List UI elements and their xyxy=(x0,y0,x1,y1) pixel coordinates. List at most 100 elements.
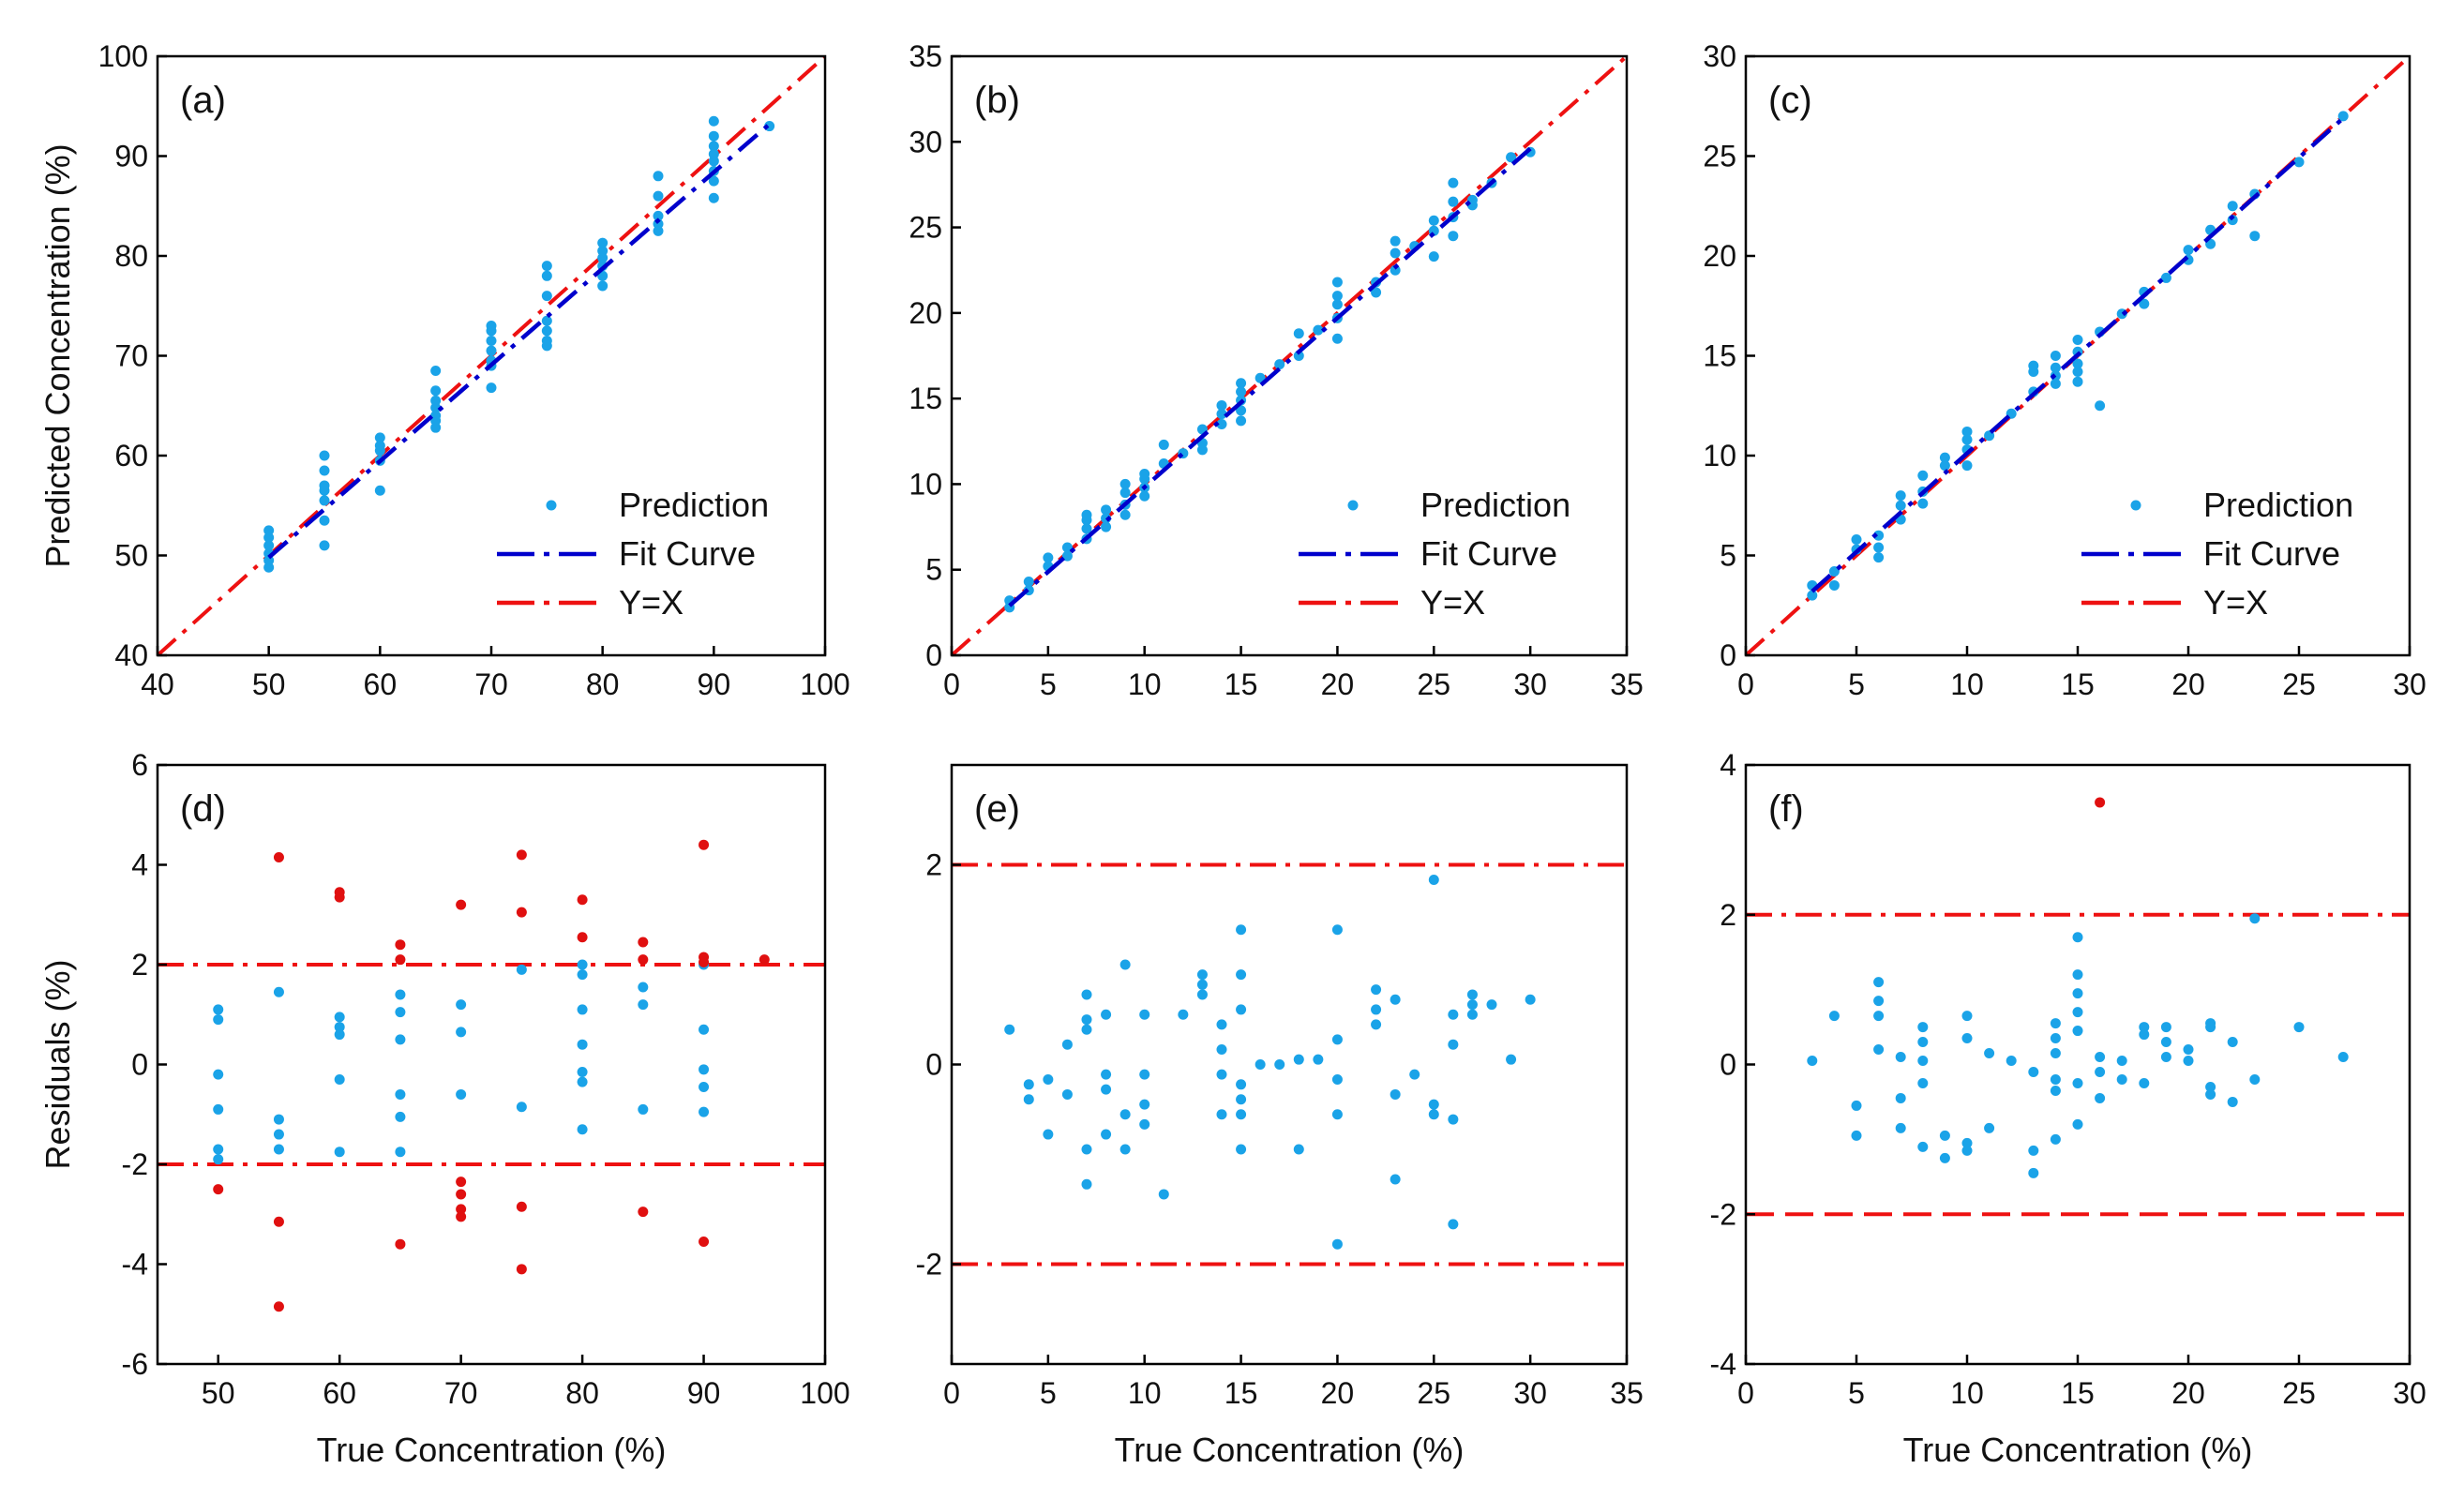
data-point xyxy=(2072,358,2083,369)
data-point xyxy=(541,325,552,337)
data-point xyxy=(1486,999,1497,1011)
data-point xyxy=(1331,299,1343,310)
data-point xyxy=(699,1106,710,1117)
data-point xyxy=(1274,359,1285,370)
outlier-points xyxy=(213,839,770,1312)
data-point xyxy=(2293,157,2305,168)
data-point xyxy=(699,1081,710,1092)
axes-frame xyxy=(156,763,827,1366)
x-tick-label: 50 xyxy=(202,1376,235,1410)
data-point xyxy=(334,1012,345,1023)
data-point xyxy=(1119,509,1131,520)
data-point xyxy=(1807,1056,1818,1067)
data-point xyxy=(213,1004,224,1015)
data-point xyxy=(2028,1167,2039,1178)
data-point xyxy=(456,1027,467,1038)
data-point xyxy=(708,192,719,203)
data-point xyxy=(1236,924,1247,936)
y-tick-label: 0 xyxy=(131,1048,148,1082)
y-tick-label: -2 xyxy=(122,1147,148,1181)
data-point xyxy=(597,246,608,257)
prediction-points xyxy=(1004,874,1536,1250)
data-point xyxy=(708,175,719,187)
data-point xyxy=(395,1007,406,1018)
panel-d: 50 60 70 80 90 100 -6 -4 -2 0 2 4 6 (d) True Concentra… xyxy=(38,748,850,1469)
legend-yx-label: Y=X xyxy=(619,583,684,622)
y-tick-label: -4 xyxy=(1710,1347,1736,1381)
data-point xyxy=(541,270,552,281)
data-point xyxy=(577,1039,588,1050)
data-point xyxy=(334,1147,345,1158)
data-point xyxy=(1023,1094,1034,1105)
data-point xyxy=(1331,1238,1343,1250)
outlier-point xyxy=(699,839,710,850)
data-point xyxy=(2028,1066,2039,1077)
data-point xyxy=(1331,1034,1343,1045)
legend-fit-label: Fit Curve xyxy=(619,534,756,573)
y-tick-label: 90 xyxy=(114,140,148,173)
data-point xyxy=(334,1029,345,1041)
data-point xyxy=(1448,196,1459,207)
legend-yx-label: Y=X xyxy=(2203,583,2268,622)
x-tick-label: 80 xyxy=(565,1376,599,1410)
data-point xyxy=(1216,1109,1227,1120)
x-tick-label: 20 xyxy=(2171,667,2205,701)
axes-frame xyxy=(950,763,1629,1366)
data-point xyxy=(1961,434,1973,445)
outlier-point xyxy=(395,954,406,966)
legend-prediction-marker xyxy=(1347,500,1359,511)
x-tick-label: 20 xyxy=(1321,1376,1355,1410)
data-point xyxy=(2139,1077,2150,1088)
panel-label: (c) xyxy=(1768,80,1812,121)
data-point xyxy=(2205,1088,2216,1100)
data-point xyxy=(1873,552,1885,563)
data-point xyxy=(708,130,719,142)
data-point xyxy=(1448,1114,1459,1125)
x-tick-label: 35 xyxy=(1610,1376,1644,1410)
data-point xyxy=(1081,1014,1092,1026)
data-point xyxy=(1101,521,1112,532)
data-point xyxy=(2050,1133,2061,1145)
data-point xyxy=(213,1069,224,1080)
x-tick-label: 100 xyxy=(800,667,849,701)
outlier-point xyxy=(456,1204,467,1215)
data-point xyxy=(1293,1054,1304,1065)
data-point xyxy=(1236,1079,1247,1090)
y-tick-label: 80 xyxy=(114,239,148,273)
fit-curve-line xyxy=(1810,116,2345,593)
outlier-point xyxy=(456,899,467,910)
fit-curve-line xyxy=(1008,146,1532,607)
y-tick-label: -2 xyxy=(1710,1197,1736,1231)
y-tick-label: 100 xyxy=(98,39,148,73)
x-tick-label: 25 xyxy=(1417,667,1450,701)
data-point xyxy=(2072,1007,2083,1018)
data-point xyxy=(577,959,588,970)
prediction-points xyxy=(1807,913,2349,1178)
data-point xyxy=(319,515,330,526)
data-point xyxy=(2205,1081,2216,1092)
data-point xyxy=(1939,460,1950,472)
y-tick-label: 10 xyxy=(909,467,942,501)
outlier-point xyxy=(516,907,527,918)
data-point xyxy=(1961,1137,1973,1148)
data-point xyxy=(1939,452,1950,463)
legend-prediction-label: Prediction xyxy=(1420,486,1570,524)
outlier-point xyxy=(2095,797,2106,808)
legend: Prediction Fit Curve Y=X xyxy=(497,486,769,622)
prediction-points xyxy=(263,115,775,573)
outlier-point xyxy=(577,894,588,906)
x-tick-label: 40 xyxy=(141,667,174,701)
x-tick-label: 0 xyxy=(1737,667,1754,701)
data-point xyxy=(1917,470,1929,481)
data-point xyxy=(2050,362,2061,373)
data-point xyxy=(1917,1077,1929,1088)
data-point xyxy=(1236,1004,1247,1015)
data-point xyxy=(638,999,649,1011)
data-point xyxy=(319,495,330,506)
data-point xyxy=(319,465,330,476)
y-tick-label: 4 xyxy=(131,848,148,882)
axes-frame xyxy=(950,54,1629,657)
data-point xyxy=(319,480,330,491)
data-point xyxy=(1895,1122,1906,1133)
panel-label: (d) xyxy=(180,788,226,830)
